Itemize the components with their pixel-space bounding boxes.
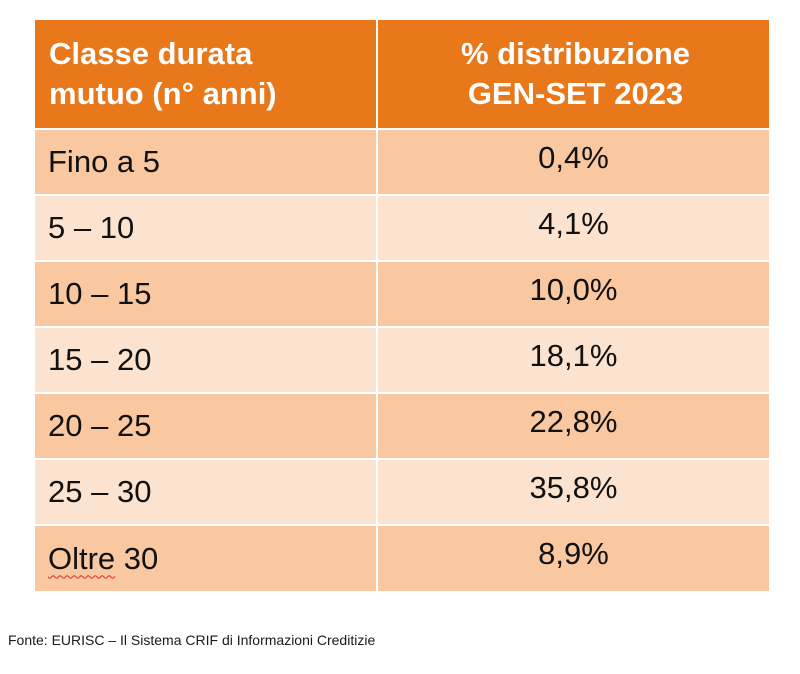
duration-class-cell: 5 – 10	[35, 194, 378, 261]
table-row: 10 – 15 10,0%	[35, 260, 769, 327]
table-header: Classe durata mutuo (n° anni) % distribuz…	[35, 20, 769, 129]
percent-cell: 22,8%	[377, 392, 769, 459]
header-duration-class-line2: mutuo (n° anni)	[49, 76, 277, 111]
duration-class-cell: 15 – 20	[35, 326, 378, 393]
header-duration-class-line1: Classe durata	[49, 36, 253, 71]
duration-class-cell: Oltre 30	[35, 524, 378, 591]
percent-cell: 4,1%	[377, 194, 769, 261]
header-distribution-percent: % distribuzione GEN-SET 2023	[377, 20, 769, 129]
duration-class-rest: 30	[115, 540, 159, 576]
table-body: Fino a 5 0,4% 5 – 10 4,1% 10 – 15 10,0% …	[35, 128, 769, 591]
percent-cell: 0,4%	[377, 128, 769, 195]
header-row: Classe durata mutuo (n° anni) % distribuz…	[35, 20, 769, 129]
percent-cell: 35,8%	[377, 458, 769, 525]
table-row: 25 – 30 35,8%	[35, 458, 769, 525]
header-duration-class: Classe durata mutuo (n° anni)	[35, 20, 378, 129]
percent-cell: 8,9%	[377, 524, 769, 591]
duration-class-cell: 20 – 25	[35, 392, 378, 459]
source-note: Fonte: EURISC – Il Sistema CRIF di Infor…	[8, 632, 376, 648]
table-row: Oltre 30 8,9%	[35, 524, 769, 591]
header-distribution-percent-line1: % distribuzione	[460, 36, 691, 71]
table-row: 5 – 10 4,1%	[35, 194, 769, 261]
table-row: 15 – 20 18,1%	[35, 326, 769, 393]
spellcheck-word: Oltre	[48, 540, 116, 576]
percent-cell: 18,1%	[377, 326, 769, 393]
duration-class-cell: 10 – 15	[35, 260, 378, 327]
percent-cell: 10,0%	[377, 260, 769, 327]
table-row: Fino a 5 0,4%	[35, 128, 769, 195]
distribution-table: Classe durata mutuo (n° anni) % distribuz…	[35, 20, 769, 591]
duration-class-cell: 25 – 30	[35, 458, 378, 525]
table-row: 20 – 25 22,8%	[35, 392, 769, 459]
header-distribution-percent-line2: GEN-SET 2023	[467, 76, 684, 111]
duration-class-cell: Fino a 5	[35, 128, 378, 195]
